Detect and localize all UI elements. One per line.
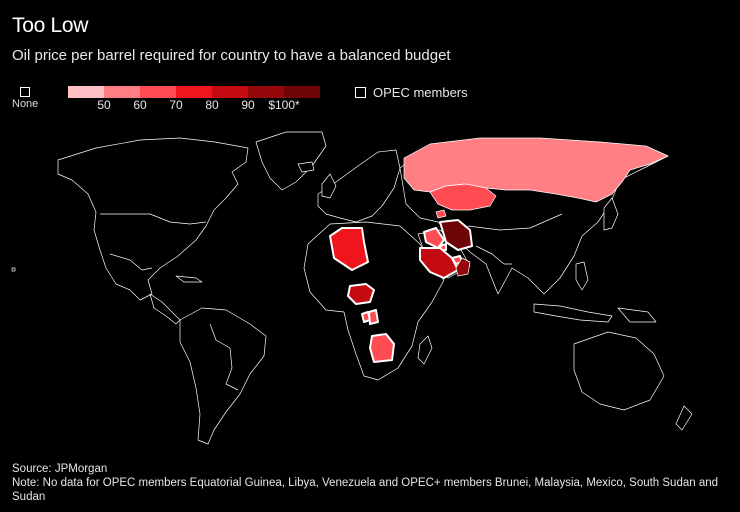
- legend-scale-swatch: [284, 86, 320, 98]
- new-guinea: [617, 307, 657, 323]
- brazil-border: [209, 323, 239, 391]
- legend-tick-label: 70: [169, 98, 183, 112]
- country-iran: [439, 219, 473, 251]
- legend-scale-swatch: [104, 86, 140, 98]
- new-zealand: [675, 405, 693, 431]
- small-island-left: [11, 267, 16, 272]
- legend-ticks: 50 60 70 80 90 $100*: [68, 98, 320, 112]
- europe-landmass: [317, 149, 401, 223]
- country-saudi-arabia: [419, 247, 459, 279]
- country-oman: [455, 257, 471, 277]
- australia: [573, 331, 665, 411]
- chart-subtitle: Oil price per barrel required for countr…: [12, 47, 451, 64]
- cuba: [175, 275, 203, 283]
- country-kazakhstan: [429, 183, 497, 211]
- legend-tick-label: 60: [133, 98, 147, 112]
- philippines: [575, 261, 589, 291]
- japan: [603, 197, 619, 231]
- country-azerbaijan: [435, 209, 447, 219]
- north-america-landmass: [57, 137, 249, 301]
- india-border: [475, 245, 512, 265]
- legend-scale-swatch: [140, 86, 176, 98]
- canada-usa-border: [100, 213, 207, 225]
- legend-tick-label: 80: [205, 98, 219, 112]
- legend-opec-label: OPEC members: [373, 85, 468, 100]
- legend-tick-label: 90: [241, 98, 255, 112]
- greenland: [255, 131, 327, 191]
- usa-mexico-border: [109, 253, 153, 271]
- china-border: [467, 213, 563, 231]
- indonesia: [533, 303, 613, 323]
- central-america: [149, 293, 181, 325]
- legend-color-scale: [68, 86, 320, 98]
- south-america-landmass: [179, 307, 267, 445]
- country-nigeria: [347, 283, 375, 305]
- country-angola: [369, 333, 395, 363]
- uk: [321, 173, 337, 199]
- legend-scale-swatch: [212, 86, 248, 98]
- footer: Source: JPMorgan Note: No data for OPEC …: [12, 462, 732, 504]
- note-text: Note: No data for OPEC members Equatoria…: [12, 477, 719, 503]
- legend-none-label: None: [12, 98, 39, 110]
- legend-none-swatch: [20, 87, 30, 97]
- world-map: [11, 131, 693, 445]
- country-algeria: [329, 227, 369, 271]
- country-iraq: [423, 227, 445, 249]
- legend: None 50 60 70 80 90 $100* OPEC members: [12, 84, 732, 124]
- madagascar: [417, 335, 433, 365]
- country-congo: [368, 309, 379, 325]
- legend-tick-label: 50: [97, 98, 111, 112]
- legend-scale-swatch: [248, 86, 284, 98]
- legend-scale-swatch: [176, 86, 212, 98]
- iceland: [297, 161, 315, 173]
- legend-scale-swatch: [68, 86, 104, 98]
- legend-tick-label: $100*: [268, 98, 300, 112]
- legend-opec-swatch: [355, 87, 366, 98]
- chart-title: Too Low: [12, 14, 89, 37]
- source-text: Source: JPMorgan: [12, 463, 108, 475]
